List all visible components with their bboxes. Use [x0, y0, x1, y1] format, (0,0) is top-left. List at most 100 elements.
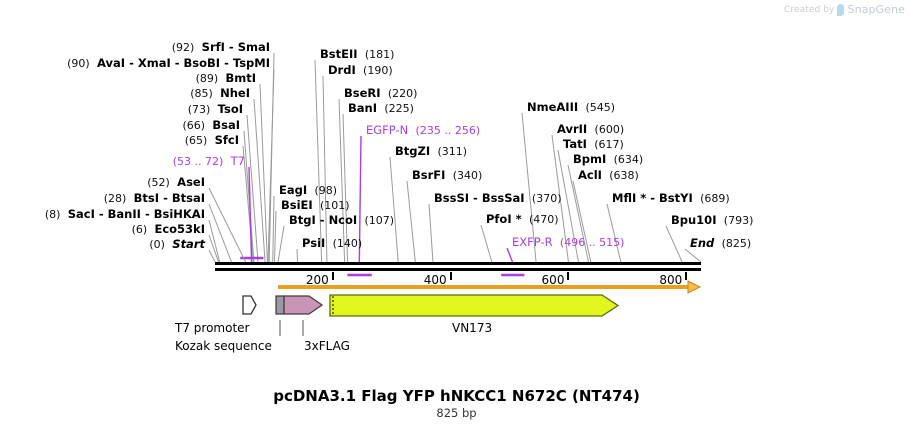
enzyme-name: BsrFI	[412, 168, 446, 182]
site-label-bseri[interactable]: BseRI (220)	[344, 87, 417, 101]
ruler-tick-label-800: 800	[659, 273, 683, 287]
enzyme-name: SacI	[67, 207, 95, 221]
site-position: (470)	[528, 213, 559, 226]
name-separator: -	[646, 191, 660, 205]
site-position: (8)	[44, 208, 61, 221]
3xflag-feature[interactable]	[283, 295, 324, 315]
site-label-saci-group[interactable]: (8) SacI - BanII - BsiHKAI	[44, 207, 205, 222]
site-position: (545)	[585, 101, 616, 114]
ruler-line-top	[215, 262, 701, 265]
site-label-mfli-group[interactable]: MflI * - BstYI (689)	[612, 191, 730, 206]
site-position: (6)	[131, 223, 148, 236]
enzyme-name: DrdI	[328, 63, 356, 77]
site-position: (181)	[364, 48, 395, 61]
site-position: (73)	[187, 103, 211, 116]
ruler-tick-800	[685, 272, 688, 280]
site-label-sfci[interactable]: (65) SfcI	[185, 134, 239, 148]
site-label-drdi[interactable]: DrdI (190)	[328, 63, 393, 78]
kozak-sequence-feature[interactable]	[275, 295, 285, 315]
site-label-bpu10i[interactable]: Bpu10I (793)	[671, 214, 754, 228]
vn173-feature[interactable]	[329, 294, 620, 317]
enzyme-name: BtgZI	[395, 144, 431, 158]
enzyme-name: MflI *	[612, 191, 647, 205]
site-position: (617)	[594, 138, 624, 151]
site-label-bani[interactable]: BanI (225)	[348, 102, 414, 116]
name-separator: -	[220, 56, 233, 70]
enzyme-name: BtgI	[289, 213, 316, 227]
enzyme-name: NheI	[220, 86, 250, 100]
enzyme-name: NcoI	[328, 213, 358, 227]
name-separator: -	[159, 191, 172, 205]
site-label-btsi-group[interactable]: (28) BtsI - BtsaI	[103, 191, 205, 206]
site-label-exfp-r[interactable]: EXFP-R (496 .. 515)	[512, 236, 625, 250]
site-label-acli[interactable]: AclI (638)	[578, 169, 639, 183]
enzyme-name: BanII	[107, 207, 141, 221]
enzyme-name: T7	[230, 154, 245, 168]
site-label-psii[interactable]: PsiI (140)	[302, 236, 362, 251]
site-position: (638)	[609, 169, 639, 182]
site-label-end[interactable]: End (825)	[690, 236, 751, 251]
enzyme-name: BtsaI	[171, 191, 205, 205]
site-label-tati[interactable]: TatI (617)	[563, 137, 624, 152]
t7-promoter-feature[interactable]	[242, 295, 257, 315]
site-label-egfp-n[interactable]: EGFP-N (235 .. 256)	[366, 123, 480, 138]
site-label-nhei[interactable]: (85) NheI	[190, 86, 250, 101]
plasmid-length: 825 bp	[436, 406, 477, 420]
enzyme-name: TatI	[563, 137, 587, 151]
site-position: (600)	[594, 123, 625, 136]
site-label-eco53ki[interactable]: (6) Eco53kI	[131, 223, 205, 237]
enzyme-name: PsiI	[302, 236, 326, 250]
site-label-avai-group[interactable]: (90) AvaI - XmaI - BsoBI - TspMI	[67, 56, 270, 71]
ruler-tick-label-600: 600	[541, 273, 565, 287]
site-label-bsiei[interactable]: BsiEI (101)	[281, 198, 350, 213]
site-label-eagi[interactable]: EagI (98)	[279, 183, 338, 198]
site-position: (0)	[149, 238, 165, 251]
site-label-pfoi[interactable]: PfoI * (470)	[486, 213, 559, 227]
site-label-bpmi[interactable]: BpmI (634)	[573, 152, 643, 167]
enzyme-name: EagI	[279, 183, 308, 197]
site-label-nmeaiii[interactable]: NmeAIII (545)	[527, 101, 616, 115]
site-label-bsssi-group[interactable]: BssSI - BssSaI (370)	[434, 191, 562, 206]
site-position: (689)	[700, 192, 730, 205]
ruler-tick-label-400: 400	[423, 273, 447, 287]
enzyme-name: BssSaI	[481, 191, 525, 205]
site-label-bmti[interactable]: (89) BmtI	[195, 72, 256, 86]
site-position: (89)	[195, 72, 219, 85]
site-label-avrii[interactable]: AvrII (600)	[557, 123, 625, 137]
site-position: (496 .. 515)	[559, 236, 625, 249]
enzyme-name: AseI	[177, 175, 205, 189]
name-separator: -	[170, 56, 184, 70]
enzyme-name: BsiEI	[281, 198, 313, 212]
site-label-btgzi[interactable]: BtgZI (311)	[395, 144, 468, 159]
site-position: (340)	[452, 169, 483, 182]
enzyme-name: EGFP-N	[366, 123, 409, 137]
site-position: (98)	[314, 184, 338, 197]
site-label-srfi-group[interactable]: (92) SrfI - SmaI	[172, 41, 270, 55]
enzyme-name: BsaI	[212, 118, 240, 132]
site-position: (107)	[364, 214, 395, 227]
site-label-bsai[interactable]: (66) BsaI	[182, 118, 240, 133]
enzyme-name: BssSI	[434, 191, 470, 205]
ruler-tick-label-200: 200	[305, 273, 329, 287]
site-label-tsoi[interactable]: (73) TsoI	[187, 103, 243, 117]
enzyme-name: TspMI	[232, 56, 270, 70]
site-position: (28)	[103, 192, 127, 205]
enzyme-name: End	[690, 236, 715, 250]
site-label-asei[interactable]: (52) AseI	[147, 175, 205, 190]
kozak-sequence-label: Kozak sequence	[175, 339, 272, 353]
site-label-bsteii[interactable]: BstEII (181)	[320, 48, 395, 62]
site-position: (793)	[723, 214, 754, 227]
site-position: (370)	[531, 192, 562, 205]
site-label-btgi-group[interactable]: BtgI - NcoI (107)	[289, 213, 395, 228]
enzyme-name: BpmI	[573, 152, 607, 166]
orf-arrow[interactable]	[278, 280, 702, 294]
site-position: (311)	[437, 145, 468, 158]
site-label-bsrfi[interactable]: BsrFI (340)	[412, 168, 483, 183]
site-label-t7-feature[interactable]: (53 .. 72) T7	[173, 154, 245, 169]
ruler-tick-200	[331, 272, 334, 280]
site-label-start[interactable]: (0) Start	[149, 237, 205, 252]
enzyme-name: Start	[172, 237, 205, 251]
watermark-brand: SnapGene	[847, 3, 905, 16]
t7-promoter-label: T7 promoter	[175, 321, 250, 335]
